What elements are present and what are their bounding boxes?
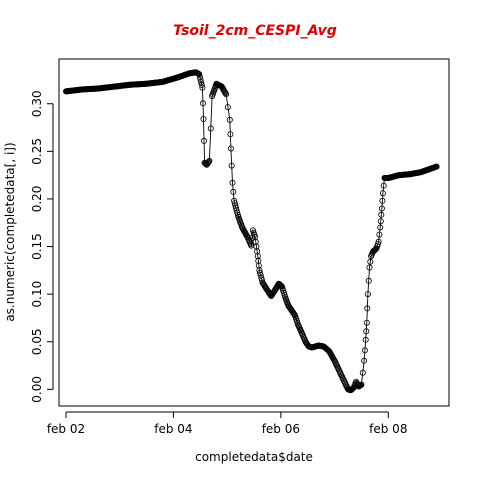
data-point: [372, 245, 379, 252]
y-tick-label: 0.20: [30, 186, 44, 213]
data-point: [205, 158, 212, 165]
data-point: [365, 277, 372, 284]
y-tick-label: 0.15: [30, 233, 44, 260]
data-point: [362, 336, 369, 343]
data-point: [277, 282, 284, 289]
plot-frame: [58, 58, 450, 407]
data-point: [372, 246, 379, 253]
data-point: [377, 218, 384, 225]
data-point: [378, 211, 385, 218]
x-tick-label: feb 02: [47, 422, 85, 436]
y-axis: 0.00 0.05 0.10 0.15 0.20 0.25 0.30: [30, 90, 54, 403]
x-tick-label: feb 08: [369, 422, 407, 436]
data-point: [200, 116, 207, 123]
data-point: [364, 305, 371, 312]
data-point: [363, 328, 370, 335]
data-point: [227, 145, 234, 152]
data-point: [349, 385, 356, 392]
data-point: [199, 84, 206, 91]
data-point: [199, 100, 206, 107]
data-point: [371, 247, 378, 254]
data-point: [200, 137, 207, 144]
data-point: [378, 205, 385, 212]
data-point: [198, 79, 205, 86]
chart-title: Tsoil_2cm_CESPI_Avg: [173, 23, 337, 39]
y-tick-label: 0.10: [30, 281, 44, 308]
data-point: [358, 381, 365, 388]
data-point: [359, 369, 366, 376]
data-point: [367, 258, 374, 265]
data-point: [207, 125, 214, 132]
data-point: [198, 81, 205, 88]
data-point: [255, 262, 262, 269]
data-point: [363, 319, 370, 326]
x-axis-label: completedata$date: [195, 450, 313, 464]
data-point: [380, 182, 387, 189]
data-point: [364, 291, 371, 298]
data-point: [375, 238, 382, 245]
data-point: [357, 382, 364, 389]
data-point: [355, 382, 362, 389]
y-tick-label: 0.30: [30, 90, 44, 117]
data-point: [254, 253, 261, 260]
data-point: [433, 163, 440, 170]
data-point: [227, 131, 234, 138]
data-point: [361, 347, 368, 354]
data-point: [379, 197, 386, 204]
data-point: [361, 357, 368, 364]
data-point: [252, 238, 259, 245]
x-tick-label: feb 04: [154, 422, 192, 436]
data-point: [205, 159, 212, 166]
y-tick-label: 0.05: [30, 328, 44, 355]
data-point: [234, 209, 241, 216]
data-point: [377, 224, 384, 231]
data-point: [376, 231, 383, 238]
y-tick-label: 0.25: [30, 138, 44, 165]
data-point: [229, 179, 236, 186]
data-point: [230, 188, 237, 195]
data-point: [222, 90, 229, 97]
data-point: [196, 71, 203, 78]
x-axis: feb 02 feb 04 feb 06 feb 08: [47, 411, 407, 436]
y-tick-label: 0.00: [30, 376, 44, 403]
data-point: [224, 104, 231, 111]
data-point: [228, 162, 235, 169]
x-tick-label: feb 06: [262, 422, 300, 436]
data-point: [366, 264, 373, 271]
data-point: [226, 116, 233, 123]
data-point: [223, 91, 230, 98]
data-point: [206, 157, 213, 164]
y-axis-label: as.numeric(completedata[, i]): [3, 142, 17, 321]
data-point: [379, 190, 386, 197]
data-points: [63, 69, 440, 394]
